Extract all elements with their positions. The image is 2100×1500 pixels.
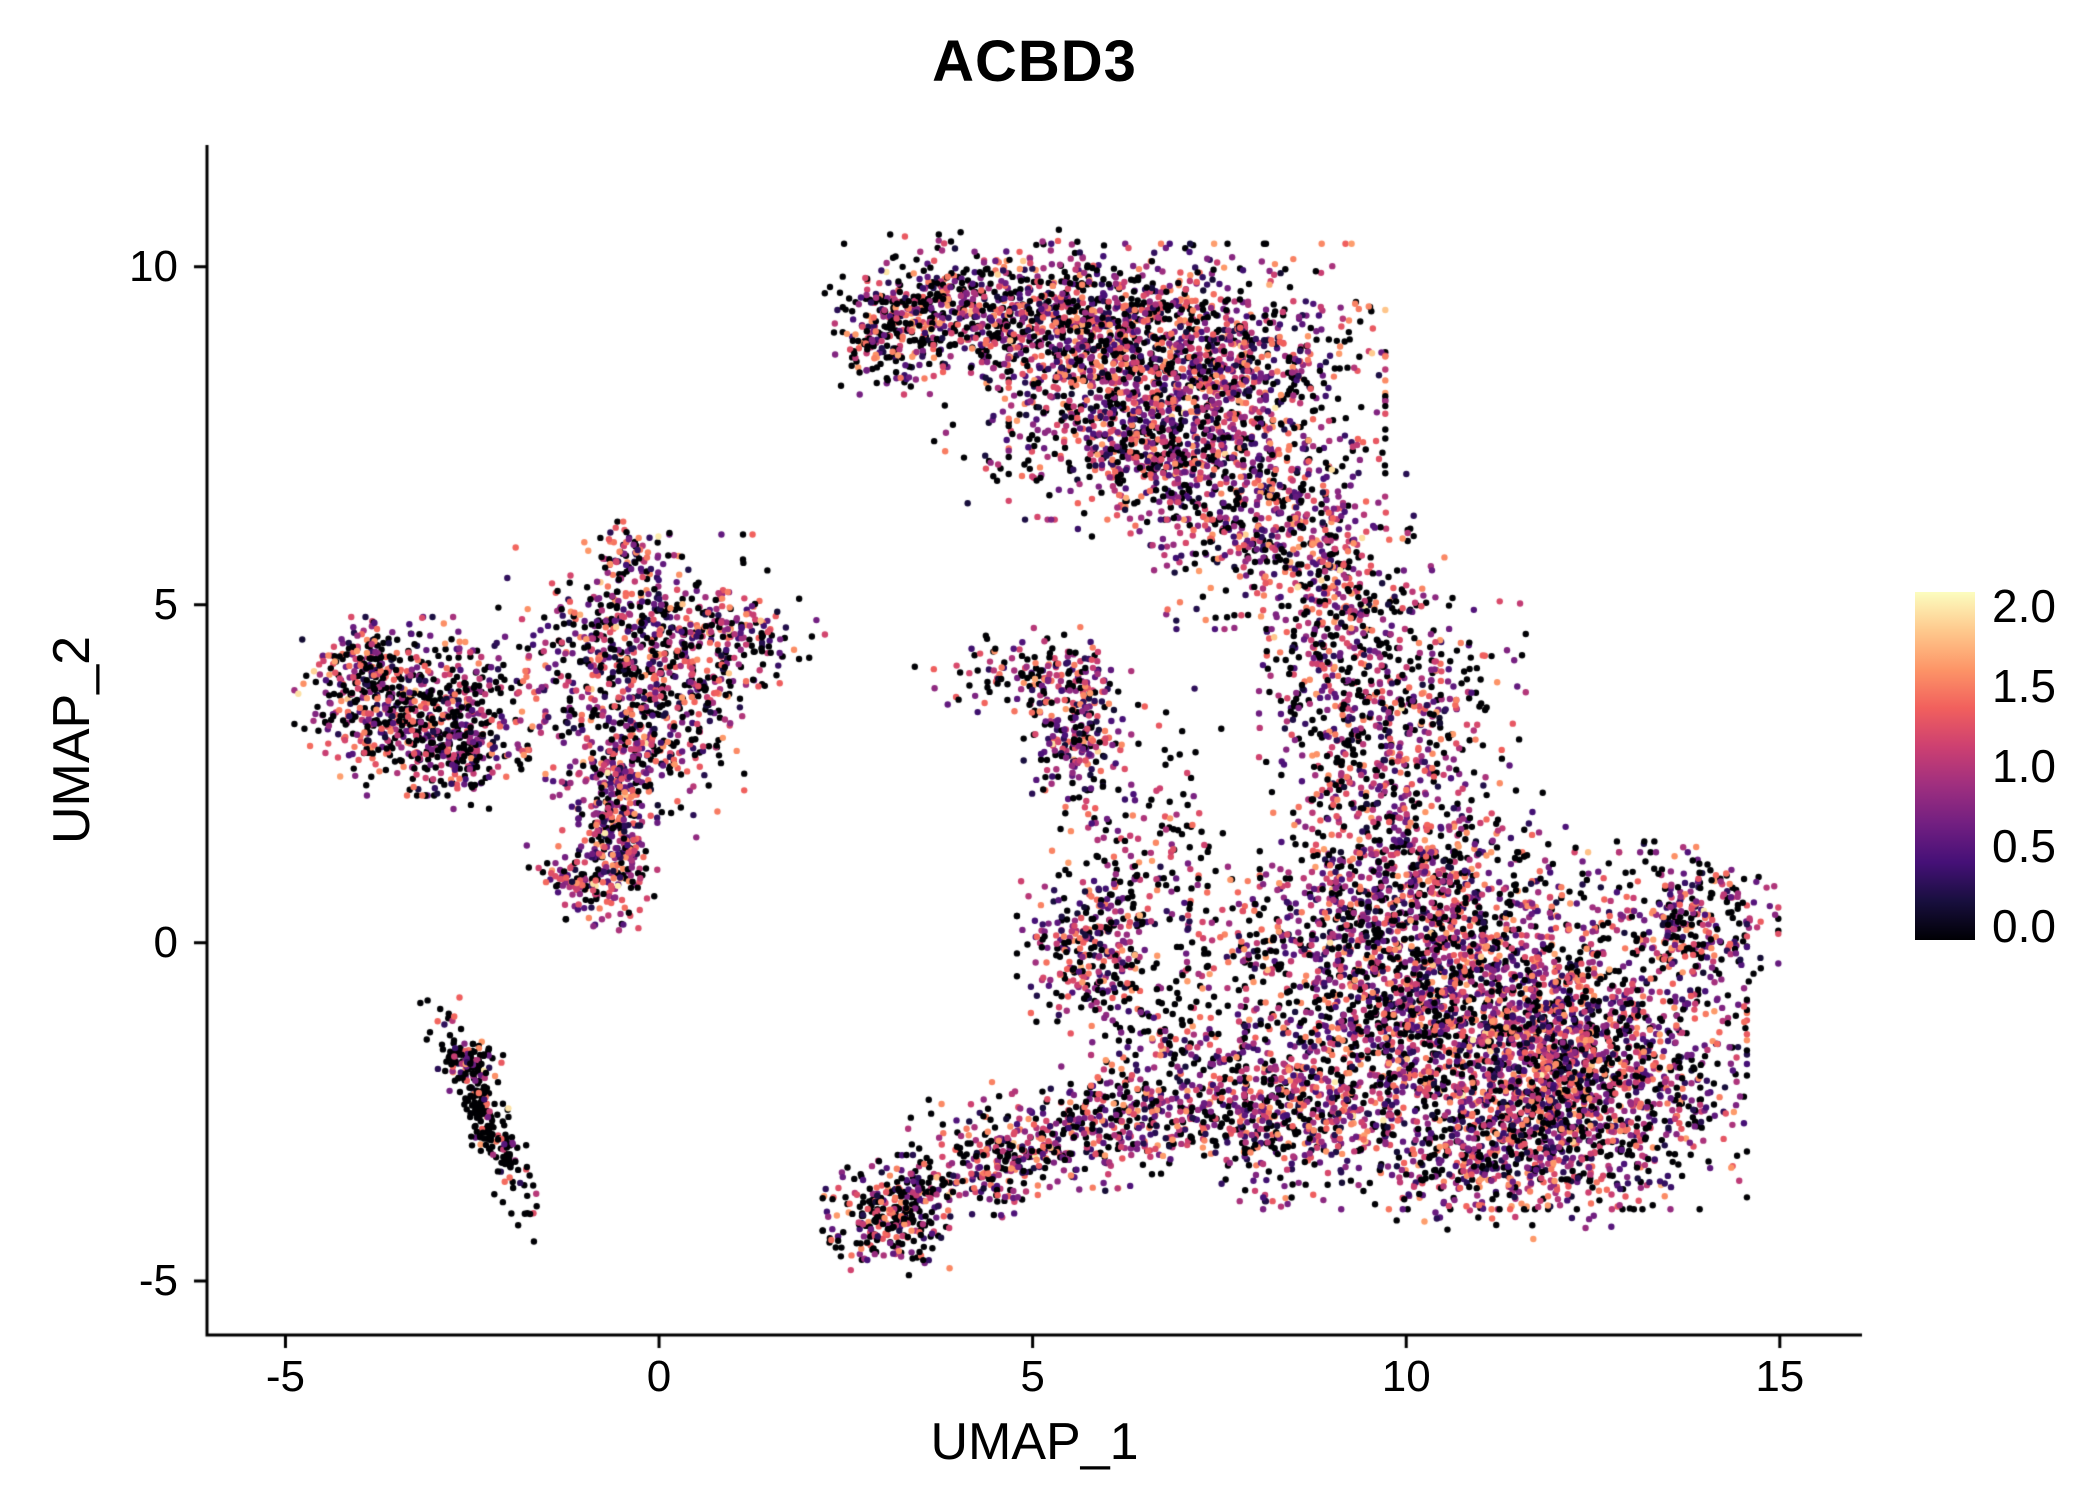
colorbar-tick-label: 0.5	[1992, 820, 2056, 872]
y-tick-label: 0	[153, 917, 178, 967]
colorbar-tick-label: 0.0	[1992, 900, 2056, 952]
x-tick-label: 0	[646, 1352, 672, 1401]
x-tick-label: -5	[265, 1352, 306, 1401]
x-tick-label: 5	[1020, 1352, 1045, 1401]
colorbar-tick-label: 1.5	[1992, 660, 2056, 712]
y-tick-label: 10	[129, 241, 178, 291]
colorbar-tick-label: 1.0	[1992, 740, 2056, 792]
x-tick-label: 10	[1381, 1352, 1431, 1401]
colorbar-gradient	[1915, 592, 1975, 940]
y-tick-label: 5	[153, 579, 178, 629]
y-tick-label: -5	[138, 1255, 178, 1305]
x-tick-label: 15	[1755, 1352, 1805, 1401]
colorbar-tick-label: 2.0	[1992, 580, 2056, 632]
colorbar-legend	[1915, 592, 1975, 940]
